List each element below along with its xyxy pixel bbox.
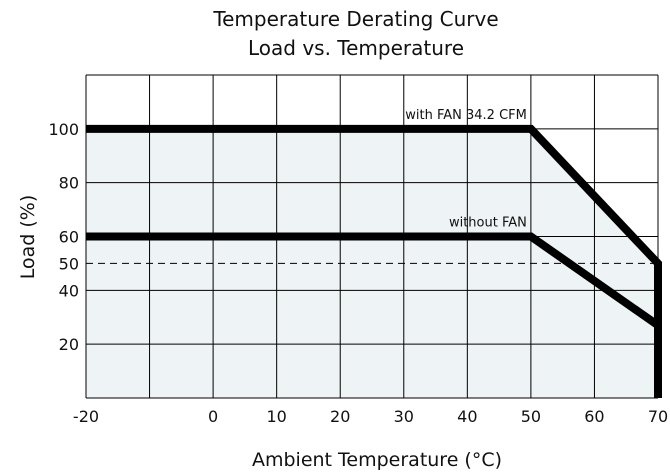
y-tick-label: 20 — [59, 335, 79, 354]
series-label-with-fan: with FAN 34.2 CFM — [405, 108, 527, 123]
x-tick-label: 70 — [648, 407, 668, 426]
x-tick-label: 0 — [208, 407, 218, 426]
y-tick-label: 40 — [59, 281, 79, 300]
chart-subtitle: Load vs. Temperature — [248, 36, 464, 60]
x-tick-label: 40 — [457, 407, 477, 426]
x-tick-label: 10 — [266, 407, 286, 426]
y-tick-label: 60 — [59, 228, 79, 247]
x-tick-label: 60 — [584, 407, 604, 426]
x-tick-label: -20 — [73, 407, 99, 426]
x-tick-label: 20 — [330, 407, 350, 426]
chart-title: Temperature Derating Curve — [212, 7, 498, 31]
y-tick-label: 50 — [59, 254, 79, 273]
operating-area-fill — [86, 128, 658, 399]
x-tick-label: 50 — [521, 407, 541, 426]
y-axis-label: Load (%) — [17, 195, 39, 280]
y-tick-label: 100 — [48, 120, 79, 139]
y-tick-label: 80 — [59, 174, 79, 193]
series-label-without-fan: without FAN — [449, 216, 527, 231]
x-axis-label: Ambient Temperature (°C) — [252, 449, 502, 471]
plot-area: with FAN 34.2 CFM without FAN -20 0 10 20 30 40… — [48, 74, 668, 426]
series-line-with-fan — [86, 124, 662, 398]
series-line-without-fan — [86, 232, 661, 329]
x-tick-label: 30 — [394, 407, 414, 426]
